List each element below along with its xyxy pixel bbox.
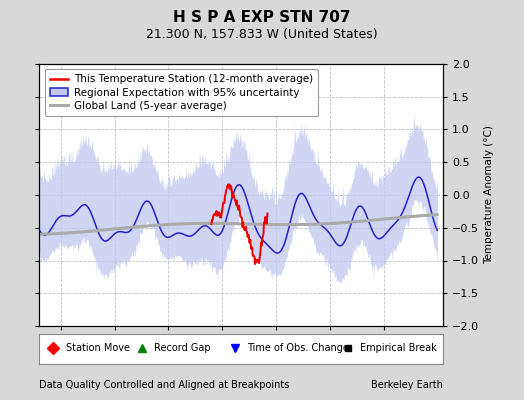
Text: Time of Obs. Change: Time of Obs. Change: [247, 343, 349, 354]
Text: Empirical Break: Empirical Break: [360, 343, 437, 354]
Text: Station Move: Station Move: [66, 343, 129, 354]
Text: Berkeley Earth: Berkeley Earth: [371, 380, 443, 390]
Text: H S P A EXP STN 707: H S P A EXP STN 707: [173, 10, 351, 25]
Y-axis label: Temperature Anomaly (°C): Temperature Anomaly (°C): [485, 126, 495, 264]
Text: Data Quality Controlled and Aligned at Breakpoints: Data Quality Controlled and Aligned at B…: [39, 380, 290, 390]
Text: Record Gap: Record Gap: [154, 343, 211, 354]
Legend: This Temperature Station (12-month average), Regional Expectation with 95% uncer: This Temperature Station (12-month avera…: [45, 69, 318, 116]
Text: 21.300 N, 157.833 W (United States): 21.300 N, 157.833 W (United States): [146, 28, 378, 41]
